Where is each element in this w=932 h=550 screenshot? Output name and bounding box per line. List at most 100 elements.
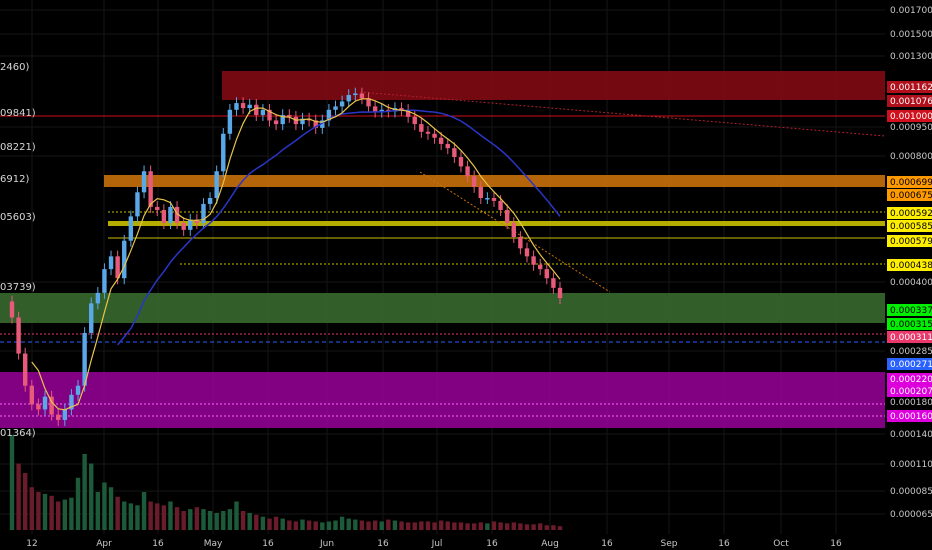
candle-body <box>287 115 292 117</box>
candle-body <box>537 264 543 270</box>
time-tick: Jun <box>319 539 334 549</box>
candle-body <box>234 103 239 110</box>
volume-bar <box>339 516 345 530</box>
candle-body <box>320 120 325 128</box>
volume-bar <box>56 501 61 530</box>
left-label: 08221) <box>0 142 36 153</box>
left-label: 2460) <box>0 62 29 73</box>
candle-body <box>188 219 193 230</box>
volume-bar <box>498 522 503 530</box>
volume-bar <box>313 521 318 530</box>
candle-body <box>491 198 497 201</box>
volume-bar <box>359 520 365 530</box>
price-label: 0.0005925 <box>887 207 932 219</box>
candle-body <box>168 206 173 223</box>
candle-body <box>29 385 35 405</box>
volume-bar <box>320 522 325 530</box>
volume-bar <box>207 511 213 530</box>
volume-bar <box>306 520 312 530</box>
price-label-text: 0.0003116 <box>890 333 932 343</box>
volume-bar <box>333 520 338 530</box>
volume-bar <box>465 523 470 530</box>
volume-bar <box>280 518 285 530</box>
magenta-zone <box>0 372 885 428</box>
green-zone <box>0 293 885 323</box>
volume-bar <box>227 509 233 530</box>
volume-bar <box>346 518 351 530</box>
candle-body <box>141 171 147 193</box>
candle-body <box>95 292 101 304</box>
volume-bar <box>168 501 173 530</box>
candle-body <box>89 303 94 333</box>
candle-body <box>366 98 371 107</box>
candle-body <box>399 108 404 110</box>
candle-body <box>498 200 503 211</box>
price-label: 0.0003375 <box>887 304 932 316</box>
volume-bar <box>557 526 563 530</box>
candle-body <box>300 118 305 125</box>
time-axis[interactable] <box>0 534 885 550</box>
candle-body <box>23 353 28 386</box>
candle-body <box>405 109 411 117</box>
candle-body <box>69 394 74 410</box>
candle-body <box>438 137 444 144</box>
candle-body <box>122 240 127 279</box>
volume-bar <box>405 522 411 530</box>
price-label-text: 0.0005925 <box>890 209 932 219</box>
candle-body <box>161 210 167 223</box>
candle-body <box>260 109 266 116</box>
volume-bar <box>69 497 74 530</box>
volume-bar <box>478 522 483 530</box>
candle-body <box>372 106 378 112</box>
candle-body <box>181 222 186 230</box>
price-label-bg <box>887 373 932 385</box>
volume-bar <box>181 511 186 530</box>
candle-body <box>240 103 246 109</box>
volume-bar <box>504 523 510 530</box>
volume-bar <box>155 503 160 530</box>
candle-body <box>267 109 272 121</box>
candle-body <box>207 198 213 204</box>
volume-bar <box>89 463 94 530</box>
time-tick: 16 <box>718 539 730 549</box>
volume-bar <box>42 493 48 530</box>
orange-zone <box>104 175 885 187</box>
price-label-bg <box>887 304 932 316</box>
price-label-bg <box>887 81 932 93</box>
volume-bar <box>537 523 543 530</box>
volume-bar <box>240 511 246 530</box>
volume-bar <box>524 524 530 530</box>
candle-body <box>557 287 563 299</box>
volume-bar <box>471 523 477 530</box>
time-tick: 16 <box>830 539 842 549</box>
candle-body <box>82 332 87 386</box>
left-labels: 2460) 09841) 08221) 6912) 05603) 03739) 01364) <box>0 62 36 439</box>
price-label: 0.0002201 <box>887 373 932 385</box>
left-label: 05603) <box>0 212 36 223</box>
candle-body <box>458 157 464 167</box>
volume-bar <box>214 512 219 530</box>
volume-bar <box>267 518 272 530</box>
volume-bar <box>366 521 371 530</box>
candle-body <box>49 396 54 415</box>
volume-bar <box>108 487 114 530</box>
yellow-zone <box>108 221 885 226</box>
volume-bar <box>300 519 305 530</box>
time-tick: 16 <box>377 539 389 549</box>
volume-bar <box>531 524 536 530</box>
volume-bar <box>445 521 450 530</box>
candle-body <box>511 222 516 237</box>
time-tick: 16 <box>601 539 613 549</box>
